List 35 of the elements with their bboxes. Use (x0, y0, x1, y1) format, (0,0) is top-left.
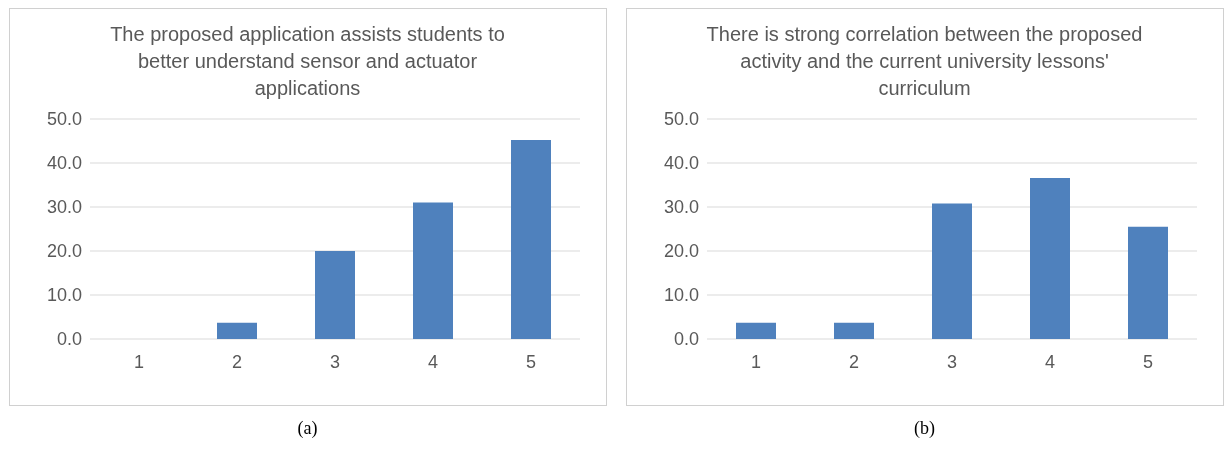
y-tick-label: 40.0 (663, 153, 699, 174)
bar (510, 140, 551, 339)
y-tick-label: 50.0 (663, 109, 699, 130)
y-tick-label: 10.0 (663, 285, 699, 306)
y-tick-label: 20.0 (663, 241, 699, 262)
x-tick-label: 5 (525, 351, 536, 372)
x-tick-label: 4 (427, 351, 438, 372)
y-tick-label: 40.0 (46, 153, 82, 174)
x-tick-label: 1 (133, 351, 144, 372)
bar (1127, 226, 1168, 339)
text: (a) (297, 418, 318, 439)
x-tick-label: 4 (1044, 351, 1055, 372)
y-tick-label: 0.0 (56, 329, 82, 350)
bar (412, 202, 453, 339)
text: (b) (914, 418, 935, 439)
x-tick-label: 2 (231, 351, 242, 372)
chart-title: The proposed application assists students to better understand sensor and actuator applications (109, 22, 506, 101)
bar (1029, 177, 1070, 339)
y-tick-label: 30.0 (663, 197, 699, 218)
x-tick-label: 3 (946, 351, 957, 372)
bar (931, 203, 972, 339)
bar (833, 322, 874, 339)
y-tick-label: 30.0 (46, 197, 82, 218)
y-tick-label: 20.0 (46, 241, 82, 262)
y-tick-label: 50.0 (46, 109, 82, 130)
x-tick-label: 5 (1142, 351, 1153, 372)
y-tick-label: 10.0 (46, 285, 82, 306)
y-tick-label: 0.0 (673, 329, 699, 350)
bar (216, 322, 257, 339)
bar (735, 322, 776, 339)
chart-title: There is strong correlation between the proposed activity and the current university lessons' curriculum (705, 22, 1144, 101)
bar (314, 251, 355, 339)
x-tick-label: 2 (848, 351, 859, 372)
x-tick-label: 1 (750, 351, 761, 372)
x-tick-label: 3 (329, 351, 340, 372)
